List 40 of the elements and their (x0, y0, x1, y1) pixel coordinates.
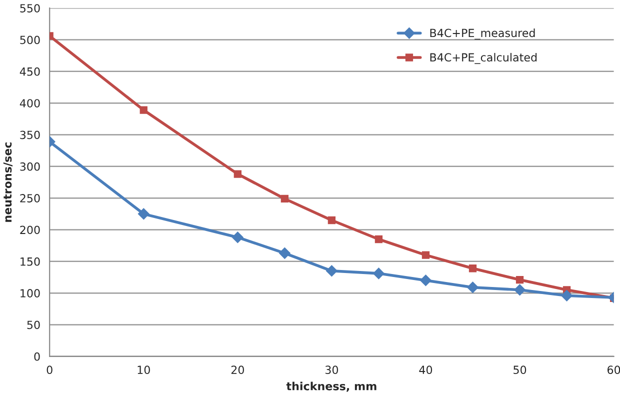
y-tick-label: 100 (20, 289, 40, 298)
x-axis-title: thickness, mm (286, 382, 376, 392)
point (561, 290, 572, 302)
point (514, 284, 526, 296)
point (280, 194, 289, 203)
y-tick-label: 150 (20, 257, 40, 266)
y-tick-label: 550 (20, 4, 40, 12)
point (516, 276, 524, 284)
legend-label: B4C+PE_measured (430, 28, 535, 40)
point (373, 268, 384, 280)
x-tick-label: 40 (419, 366, 432, 374)
legend-label: B4C+PE_calculated (430, 52, 537, 64)
point (468, 264, 477, 272)
y-tick-label: 500 (20, 36, 40, 44)
x-tick-label: 10 (138, 366, 150, 374)
point (234, 170, 242, 178)
point (326, 265, 338, 277)
point (232, 232, 244, 243)
point (138, 208, 150, 220)
point (467, 282, 478, 293)
y-tick-label: 200 (20, 226, 40, 234)
point (328, 216, 336, 224)
y-axis-title: neutrons/sec (3, 142, 13, 222)
x-tick-label: 0 (46, 366, 52, 374)
point (374, 235, 383, 244)
y-tick-label: 300 (20, 162, 40, 171)
y-tick-label: 450 (20, 67, 40, 76)
x-tick-label: 60 (608, 366, 620, 374)
x-tick-label: 20 (231, 366, 244, 374)
y-tick-label: 250 (20, 194, 40, 202)
y-tick-label: 350 (20, 130, 40, 140)
point (422, 251, 430, 259)
x-tick-label: 30 (325, 366, 338, 374)
y-tick-label: 50 (27, 320, 40, 330)
y-tick-label: 0 (34, 352, 40, 361)
x-tick-label: 50 (514, 366, 526, 374)
point (140, 106, 148, 114)
point (420, 274, 432, 286)
y-tick-label: 400 (20, 99, 40, 108)
point (279, 248, 290, 259)
